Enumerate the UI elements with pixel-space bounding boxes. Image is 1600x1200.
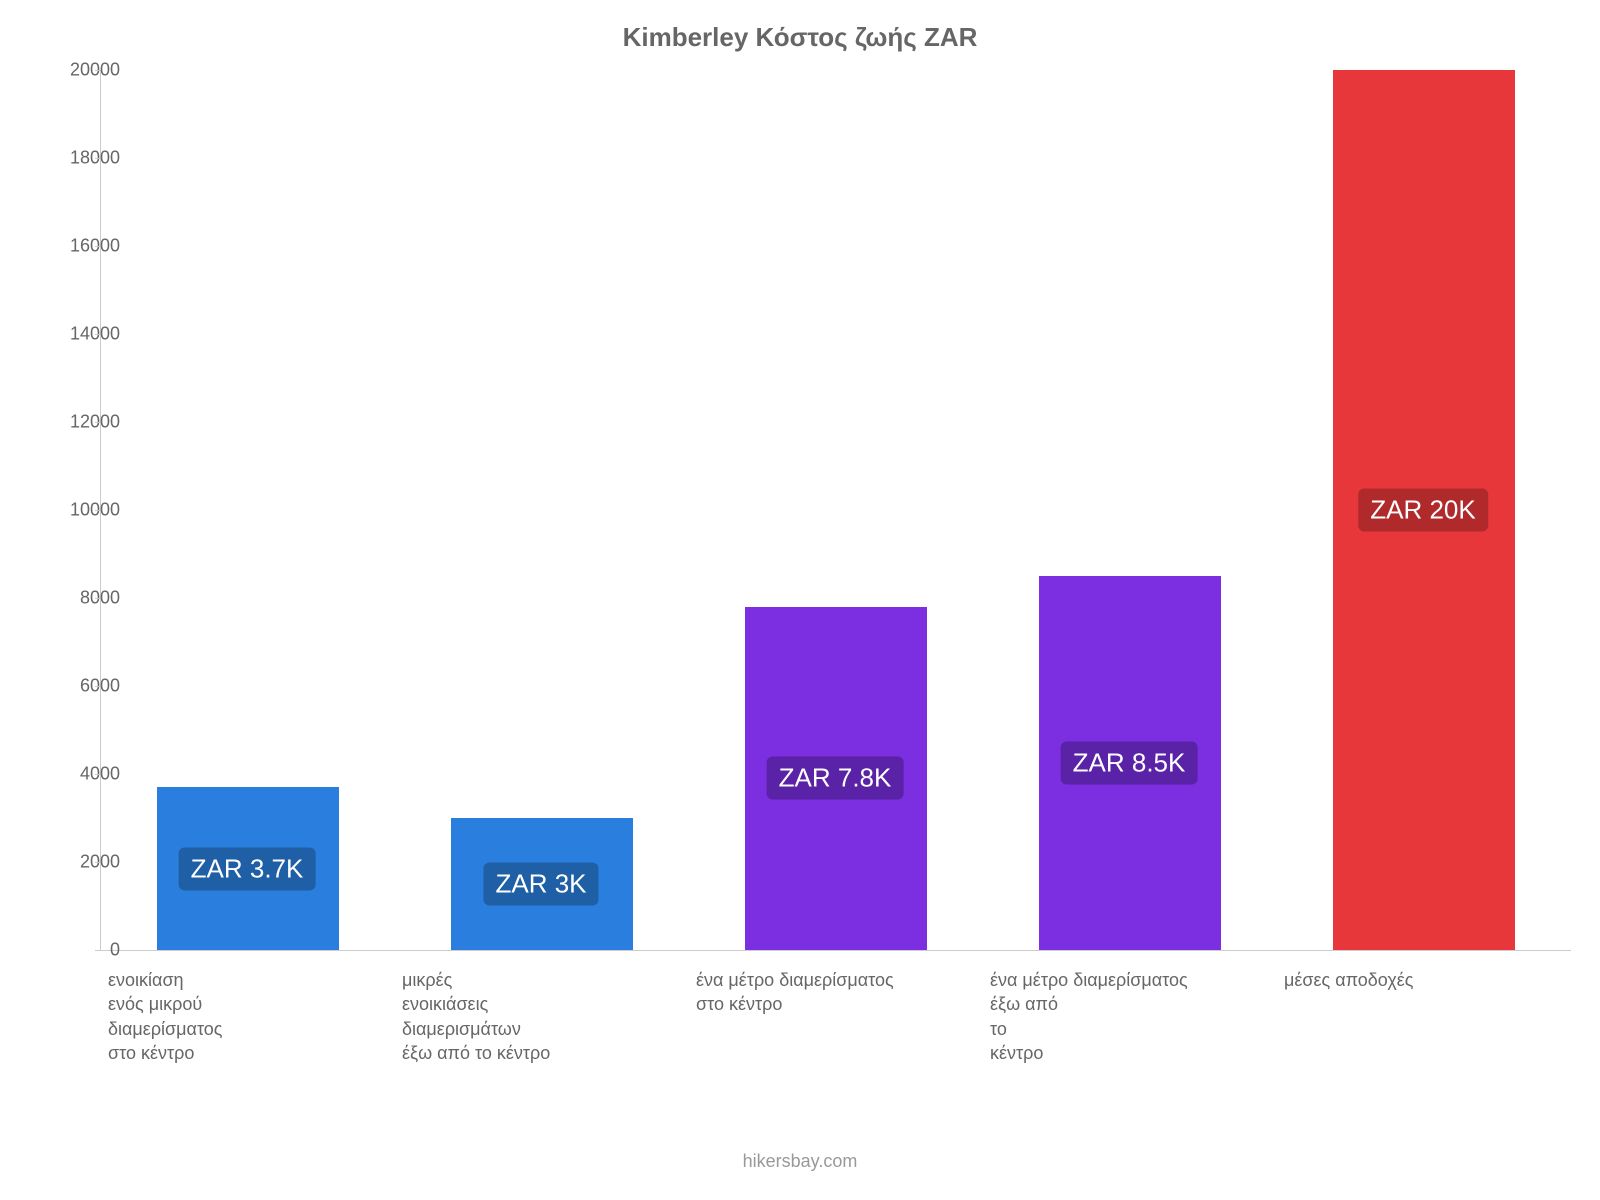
y-tick-mark <box>95 70 100 71</box>
y-tick-label: 4000 <box>30 764 120 785</box>
y-tick-label: 0 <box>30 940 120 961</box>
y-tick-label: 20000 <box>30 60 120 81</box>
cost-of-living-chart: Kimberley Κόστος ζωής ZAR hikersbay.com … <box>0 0 1600 1200</box>
y-tick-mark <box>95 158 100 159</box>
y-tick-mark <box>95 686 100 687</box>
y-tick-label: 8000 <box>30 588 120 609</box>
chart-title: Kimberley Κόστος ζωής ZAR <box>0 22 1600 53</box>
y-tick-label: 10000 <box>30 500 120 521</box>
chart-footer: hikersbay.com <box>0 1151 1600 1172</box>
y-tick-label: 12000 <box>30 412 120 433</box>
x-tick-label: ενοικίαση ενός μικρού διαμερίσματος στο … <box>108 968 223 1065</box>
bar-value-label: ZAR 3K <box>483 863 598 906</box>
bar-value-label: ZAR 8.5K <box>1061 742 1198 785</box>
y-tick-mark <box>95 246 100 247</box>
y-tick-mark <box>95 862 100 863</box>
bar-value-label: ZAR 3.7K <box>179 847 316 890</box>
y-tick-mark <box>95 598 100 599</box>
y-tick-mark <box>95 510 100 511</box>
y-tick-label: 18000 <box>30 148 120 169</box>
y-tick-mark <box>95 950 100 951</box>
y-tick-label: 2000 <box>30 852 120 873</box>
y-tick-mark <box>95 334 100 335</box>
y-tick-mark <box>95 774 100 775</box>
x-tick-label: μέσες αποδοχές <box>1284 968 1413 992</box>
y-tick-label: 6000 <box>30 676 120 697</box>
bar-value-label: ZAR 20K <box>1358 489 1488 532</box>
x-tick-label: μικρές ενοικιάσεις διαμερισμάτων έξω από… <box>402 968 550 1065</box>
y-tick-label: 14000 <box>30 324 120 345</box>
plot-area <box>100 70 1571 951</box>
bar-value-label: ZAR 7.8K <box>767 757 904 800</box>
x-tick-label: ένα μέτρο διαμερίσματος στο κέντρο <box>696 968 894 1017</box>
x-tick-label: ένα μέτρο διαμερίσματος έξω από το κέντρ… <box>990 968 1188 1065</box>
y-tick-label: 16000 <box>30 236 120 257</box>
y-tick-mark <box>95 422 100 423</box>
